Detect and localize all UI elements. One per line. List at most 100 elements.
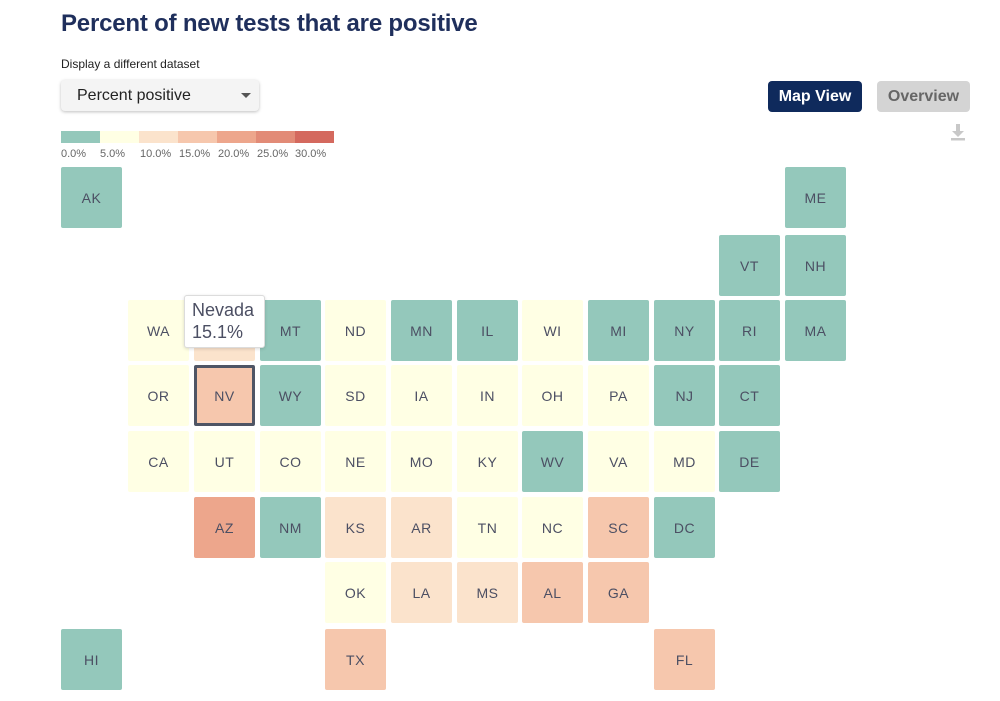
state-tile-ga[interactable]: GA bbox=[588, 562, 649, 623]
state-label: VA bbox=[609, 453, 628, 470]
dataset-select[interactable]: Percent positive bbox=[61, 80, 259, 111]
legend-tick-label: 0.0% bbox=[61, 148, 87, 160]
state-label: CA bbox=[148, 453, 169, 470]
state-tile-nj[interactable]: NJ bbox=[654, 365, 715, 426]
legend-tick-label: 5.0% bbox=[100, 148, 126, 160]
state-tile-in[interactable]: IN bbox=[457, 365, 518, 426]
state-tile-sc[interactable]: SC bbox=[588, 497, 649, 558]
state-tile-or[interactable]: OR bbox=[128, 365, 189, 426]
state-label: GA bbox=[607, 584, 630, 601]
state-tile-tx[interactable]: TX bbox=[325, 629, 386, 690]
download-icon[interactable] bbox=[950, 123, 966, 141]
state-label: NY bbox=[674, 322, 695, 339]
legend-swatch bbox=[217, 131, 256, 143]
state-label: NM bbox=[279, 519, 302, 536]
state-label: HI bbox=[84, 651, 99, 668]
state-tile-mi[interactable]: MI bbox=[588, 300, 649, 361]
state-tile-la[interactable]: LA bbox=[391, 562, 452, 623]
state-tile-ri[interactable]: RI bbox=[719, 300, 780, 361]
state-tile-ms[interactable]: MS bbox=[457, 562, 518, 623]
legend-swatch bbox=[295, 131, 334, 143]
dataset-select-value: Percent positive bbox=[77, 86, 191, 104]
legend-swatch bbox=[178, 131, 217, 143]
state-tile-wa[interactable]: WA bbox=[128, 300, 189, 361]
state-label: DE bbox=[739, 453, 760, 470]
state-tile-me[interactable]: ME bbox=[785, 167, 846, 228]
state-tile-vt[interactable]: VT bbox=[719, 235, 780, 296]
state-tile-tn[interactable]: TN bbox=[457, 497, 518, 558]
state-tile-mn[interactable]: MN bbox=[391, 300, 452, 361]
state-tile-ia[interactable]: IA bbox=[391, 365, 452, 426]
state-label: LA bbox=[412, 584, 431, 601]
state-label: WY bbox=[278, 387, 303, 404]
state-label: MA bbox=[804, 322, 827, 339]
state-label: RI bbox=[742, 322, 757, 339]
state-tile-wy[interactable]: WY bbox=[260, 365, 321, 426]
state-tile-dc[interactable]: DC bbox=[654, 497, 715, 558]
state-label: KS bbox=[345, 519, 366, 536]
state-tile-mt[interactable]: MT bbox=[260, 300, 321, 361]
chevron-down-icon bbox=[241, 93, 251, 98]
state-tile-nv[interactable]: NV bbox=[194, 365, 255, 426]
state-tile-md[interactable]: MD bbox=[654, 431, 715, 492]
state-label: AK bbox=[81, 189, 102, 206]
state-tile-sd[interactable]: SD bbox=[325, 365, 386, 426]
state-tile-hi[interactable]: HI bbox=[61, 629, 122, 690]
legend-swatch bbox=[256, 131, 295, 143]
state-label: SD bbox=[345, 387, 366, 404]
state-tile-ak[interactable]: AK bbox=[61, 167, 122, 228]
state-tile-mo[interactable]: MO bbox=[391, 431, 452, 492]
state-tile-ar[interactable]: AR bbox=[391, 497, 452, 558]
state-tile-ca[interactable]: CA bbox=[128, 431, 189, 492]
state-tile-ok[interactable]: OK bbox=[325, 562, 386, 623]
state-label: TX bbox=[346, 651, 365, 668]
state-tile-nm[interactable]: NM bbox=[260, 497, 321, 558]
state-tile-ny[interactable]: NY bbox=[654, 300, 715, 361]
page-title: Percent of new tests that are positive bbox=[61, 10, 478, 37]
state-tile-ut[interactable]: UT bbox=[194, 431, 255, 492]
state-label: VT bbox=[740, 257, 759, 274]
state-label: CT bbox=[739, 387, 760, 404]
state-tile-fl[interactable]: FL bbox=[654, 629, 715, 690]
state-label: WA bbox=[146, 322, 171, 339]
state-tile-wi[interactable]: WI bbox=[522, 300, 583, 361]
state-tile-co[interactable]: CO bbox=[260, 431, 321, 492]
state-tile-ct[interactable]: CT bbox=[719, 365, 780, 426]
state-tile-oh[interactable]: OH bbox=[522, 365, 583, 426]
state-tile-va[interactable]: VA bbox=[588, 431, 649, 492]
tooltip-state-value: 15.1% bbox=[192, 322, 244, 342]
state-tile-ky[interactable]: KY bbox=[457, 431, 518, 492]
legend-swatch bbox=[100, 131, 139, 143]
state-tile-il[interactable]: IL bbox=[457, 300, 518, 361]
map-view-button[interactable]: Map View bbox=[768, 81, 862, 112]
state-label: MS bbox=[476, 584, 499, 601]
state-tile-nh[interactable]: NH bbox=[785, 235, 846, 296]
state-tile-wv[interactable]: WV bbox=[522, 431, 583, 492]
state-label: WI bbox=[543, 322, 562, 339]
state-label: ME bbox=[804, 189, 827, 206]
state-tile-nc[interactable]: NC bbox=[522, 497, 583, 558]
legend-tick-label: 20.0% bbox=[218, 148, 250, 160]
state-label: WV bbox=[540, 453, 565, 470]
state-label: DC bbox=[673, 519, 696, 536]
state-tile-ne[interactable]: NE bbox=[325, 431, 386, 492]
tooltip-state-name: Nevada bbox=[192, 300, 255, 320]
overview-button[interactable]: Overview bbox=[877, 81, 970, 112]
state-tile-al[interactable]: AL bbox=[522, 562, 583, 623]
state-label: TN bbox=[477, 519, 498, 536]
state-tile-ma[interactable]: MA bbox=[785, 300, 846, 361]
state-tile-pa[interactable]: PA bbox=[588, 365, 649, 426]
state-label: MT bbox=[279, 322, 302, 339]
state-tooltip: Nevada 15.1% bbox=[184, 295, 265, 348]
state-tile-az[interactable]: AZ bbox=[194, 497, 255, 558]
state-label: SC bbox=[608, 519, 629, 536]
state-label: OR bbox=[147, 387, 170, 404]
state-label: OH bbox=[541, 387, 564, 404]
state-label: FL bbox=[675, 651, 694, 668]
state-tile-de[interactable]: DE bbox=[719, 431, 780, 492]
legend-tick-label: 10.0% bbox=[140, 148, 172, 160]
legend-tick-label: 30.0% bbox=[295, 148, 327, 160]
state-tile-nd[interactable]: ND bbox=[325, 300, 386, 361]
state-tile-ks[interactable]: KS bbox=[325, 497, 386, 558]
state-label: MO bbox=[409, 453, 434, 470]
